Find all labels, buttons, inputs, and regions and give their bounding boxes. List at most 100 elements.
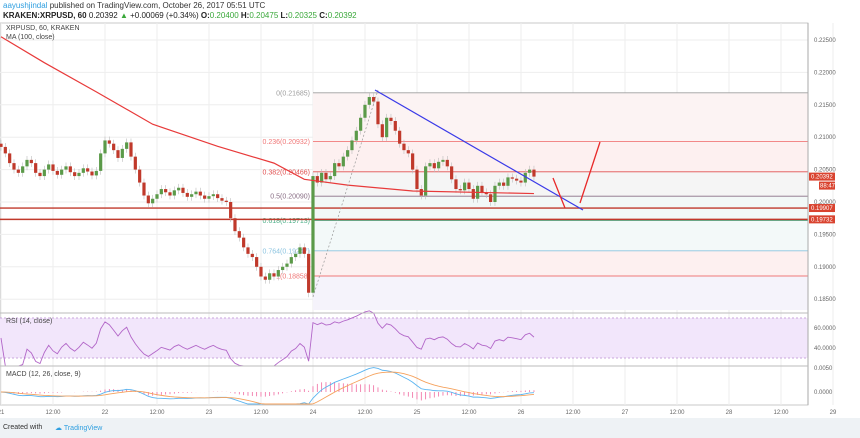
macd-pane: 0.0050 0.0000 — [0, 366, 833, 405]
candle — [350, 140, 354, 151]
symbol-info: KRAKEN:XRPUSD, 60 0.20392 ▲ +0.00069 (+0… — [3, 11, 357, 20]
candle — [307, 253, 311, 293]
candle — [94, 170, 98, 176]
close-label: C: — [319, 11, 328, 20]
price-tick-label: 0.21500 — [814, 103, 836, 109]
candle — [463, 182, 467, 191]
candle — [185, 192, 189, 197]
candle — [168, 192, 172, 196]
chart-legend-title: XRPUSD, 60, KRAKEN — [6, 25, 80, 32]
fib-level-label: 0.5(0.20090) — [270, 194, 310, 201]
candle — [359, 117, 363, 131]
candle — [129, 142, 133, 157]
candle — [255, 257, 259, 267]
time-tick-label: 26 — [518, 410, 525, 416]
candle — [0, 143, 3, 147]
candle — [372, 97, 376, 102]
support-price-label: 0.19732 — [811, 217, 833, 223]
candle — [441, 159, 445, 162]
time-tick-label: 12:00 — [565, 410, 581, 416]
candle — [81, 168, 85, 173]
candle — [12, 163, 16, 170]
candle — [341, 156, 345, 167]
price-chart[interactable]: 0(0.21685)0.236(0.20932)0.382(0.20466)0.… — [0, 0, 860, 418]
candle — [445, 159, 449, 167]
candle — [385, 117, 389, 138]
candle — [324, 172, 328, 180]
candle — [411, 153, 415, 170]
support-lines[interactable]: 0.19907 0.19732 0.20392 88:47 — [0, 172, 836, 224]
candle — [103, 140, 107, 154]
candle — [471, 189, 475, 199]
candle — [484, 192, 488, 195]
candle — [289, 257, 293, 264]
candle — [21, 166, 25, 173]
candles — [0, 93, 536, 298]
candle — [16, 169, 20, 173]
fib-zone — [313, 141, 808, 172]
fib-diagonal — [312, 89, 379, 298]
fibonacci-retracement[interactable]: 0(0.21685) 0.236(0.20932) 0.382(0.20466) 0.… — [263, 90, 808, 310]
candle — [363, 104, 367, 118]
candle — [328, 176, 332, 180]
price-tick-label: 0.19500 — [814, 232, 836, 238]
fib-level-label: 0.382(0.20466) — [263, 169, 310, 176]
candle — [298, 247, 302, 254]
candle — [302, 247, 306, 254]
candle — [250, 253, 254, 258]
candle — [159, 189, 163, 195]
candle — [437, 161, 441, 169]
macd-tick-label: 0.0050 — [814, 366, 833, 372]
candle — [281, 266, 285, 271]
candle — [207, 196, 211, 199]
author-link[interactable]: aayushjindal — [3, 1, 48, 10]
price-tick-label: 0.20500 — [814, 168, 836, 174]
tradingview-logo[interactable]: ☁ TradingView — [55, 424, 102, 432]
price-tag — [809, 215, 835, 224]
time-tick-label: 24 — [310, 410, 317, 416]
projection-arrow[interactable] — [579, 141, 601, 204]
rsi-band — [0, 318, 808, 358]
high-value: 0.20475 — [249, 11, 279, 20]
candle — [311, 176, 315, 293]
candle — [73, 172, 77, 177]
candle — [38, 172, 42, 177]
close-value: 0.20392 — [327, 11, 357, 20]
candle — [99, 153, 103, 171]
candle — [155, 194, 159, 199]
rsi-legend: RSI (14, close) — [6, 318, 52, 325]
trend-line[interactable] — [374, 89, 584, 211]
candle — [203, 195, 207, 199]
candle — [220, 198, 224, 201]
candle — [51, 164, 55, 171]
time-tick-label: 28 — [726, 410, 733, 416]
candle — [177, 187, 181, 191]
candle — [29, 159, 33, 164]
candle — [77, 172, 81, 177]
price-tag — [809, 172, 835, 181]
candle — [415, 169, 419, 190]
rsi-pane: 60.0000 40.0000 — [0, 310, 836, 367]
projection-arrow[interactable] — [552, 177, 566, 209]
up-arrow-icon: ▲ — [119, 11, 128, 20]
candle — [60, 169, 64, 175]
time-tick-label: 12:00 — [773, 410, 789, 416]
candle — [120, 148, 124, 158]
candle — [320, 172, 324, 183]
candle — [523, 172, 527, 183]
candle — [315, 176, 319, 183]
time-tick-label: 23 — [206, 410, 213, 416]
candle — [198, 191, 202, 196]
candle — [398, 130, 402, 144]
fib-level-label: 0.764(0.19247) — [263, 248, 310, 255]
macd-tick-label: 0.0000 — [814, 390, 833, 396]
candle — [90, 171, 94, 176]
time-tick-label: 12:00 — [461, 410, 477, 416]
price-tick-label: 0.19000 — [814, 265, 836, 271]
tradingview-cloud-icon: ☁ — [55, 425, 62, 432]
candle — [333, 163, 337, 177]
candle — [263, 276, 267, 280]
macd-legend: MACD (12, 26, close, 9) — [6, 371, 81, 378]
candle — [380, 124, 384, 138]
candle — [211, 194, 215, 197]
